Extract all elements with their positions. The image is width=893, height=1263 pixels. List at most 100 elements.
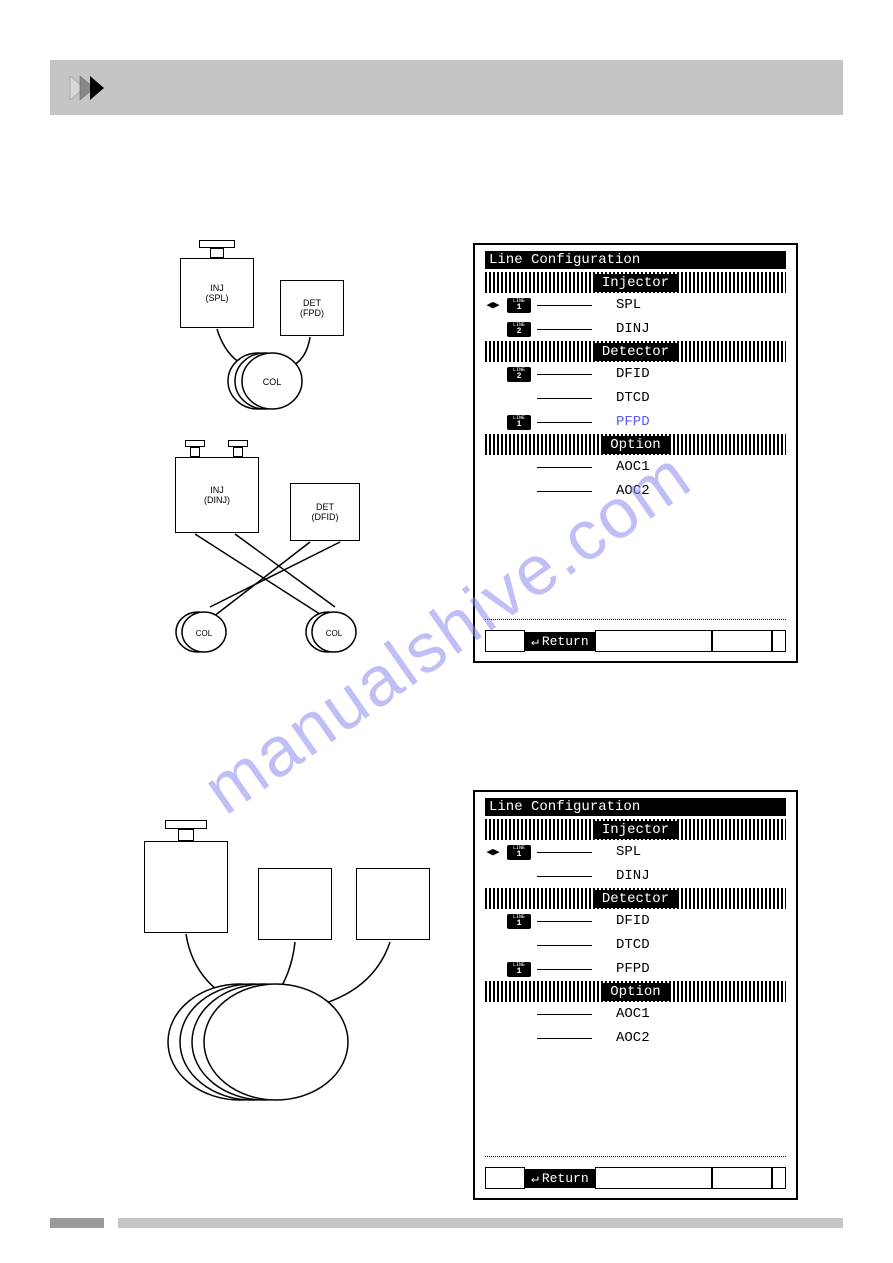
box-det-2 xyxy=(356,868,430,940)
item-underline xyxy=(537,374,592,375)
col-coils-bottom: COL COL xyxy=(170,532,390,672)
col-label: COL xyxy=(263,377,282,387)
return-button[interactable]: ↵ Return xyxy=(525,1169,595,1188)
section-label: Option xyxy=(602,983,668,1001)
line-badge-icon: LINE1 xyxy=(507,298,531,313)
badge-slot xyxy=(507,1007,531,1022)
panel-line-config-1: Line Configuration Injector◀▶LINE1SPLLIN… xyxy=(473,243,798,663)
panel-footer: ↵ Return xyxy=(485,630,786,652)
section-header: Detector xyxy=(485,888,786,909)
diagram-top: INJ (SPL) DET (FPD) COL INJ (DINJ) DET (… xyxy=(130,240,420,690)
item-underline xyxy=(537,491,592,492)
line-badge-icon: LINE1 xyxy=(507,845,531,860)
badge-slot xyxy=(507,460,531,475)
item-underline xyxy=(537,329,592,330)
section-label: Injector xyxy=(594,821,677,839)
config-item[interactable]: LINE2DFID xyxy=(485,362,786,386)
item-underline xyxy=(537,852,592,853)
item-label: DTCD xyxy=(616,390,650,406)
panel-body: Injector ◀▶ LINE1 SPL DINJ Detector LINE1 DFID D… xyxy=(485,819,786,1050)
item-label: DINJ xyxy=(616,321,650,337)
label: (SPL) xyxy=(205,293,228,303)
item-underline xyxy=(537,1038,592,1039)
section-label: Detector xyxy=(594,890,677,908)
item-label: PFPD xyxy=(616,414,650,430)
label: (DINJ) xyxy=(204,495,230,505)
item-label: DINJ xyxy=(616,868,650,884)
badge-slot xyxy=(507,869,531,884)
item-label: AOC2 xyxy=(616,1030,650,1046)
config-item[interactable]: ◀▶LINE1SPL xyxy=(485,293,786,317)
config-item[interactable]: AOC2 xyxy=(485,1026,786,1050)
panel-line-config-2: Line Configuration Injector ◀▶ LINE1 SPL DIN… xyxy=(473,790,798,1200)
badge-slot xyxy=(507,938,531,953)
box-inj-dinj: INJ (DINJ) xyxy=(175,457,259,533)
config-item[interactable]: DTCD xyxy=(485,386,786,410)
box-inj-spl: INJ (SPL) xyxy=(180,258,254,328)
config-item[interactable]: AOC1 xyxy=(485,455,786,479)
header-bar xyxy=(50,60,843,115)
section-header: Injector xyxy=(485,819,786,840)
config-item[interactable]: LINE2 DINJ xyxy=(485,317,786,341)
section-label: Injector xyxy=(594,274,677,292)
label: (FPD) xyxy=(300,308,324,318)
chevron-icon xyxy=(68,72,118,104)
item-label: SPL xyxy=(616,844,641,860)
section-header: Option xyxy=(485,434,786,455)
section-label: Detector xyxy=(594,343,677,361)
return-button[interactable]: ↵ Return xyxy=(525,632,595,651)
section-header: Injector xyxy=(485,272,786,293)
config-item[interactable]: LINE1 PFPD xyxy=(485,410,786,434)
item-underline xyxy=(537,398,592,399)
panel-body: Injector◀▶LINE1SPLLINE2DINJDetectorLINE2… xyxy=(485,272,786,503)
config-item[interactable]: AOC2 xyxy=(485,479,786,503)
config-item[interactable]: AOC1 xyxy=(485,1002,786,1026)
return-label: Return xyxy=(542,1171,589,1186)
line-badge-icon: LINE1 xyxy=(507,415,531,430)
label: (DFID) xyxy=(312,512,339,522)
panel-title: Line Configuration xyxy=(485,798,786,816)
svg-text:COL: COL xyxy=(326,629,343,638)
item-underline xyxy=(537,1014,592,1015)
col-coil-top: COL xyxy=(210,326,330,416)
item-underline xyxy=(537,422,592,423)
line-badge-icon: LINE1 xyxy=(507,914,531,929)
item-label: PFPD xyxy=(616,961,650,977)
config-item[interactable]: LINE1 PFPD xyxy=(485,957,786,981)
item-label: DFID xyxy=(616,913,650,929)
page-footer-bar xyxy=(118,1218,843,1228)
badge-slot xyxy=(507,1031,531,1046)
label: DET xyxy=(316,502,334,512)
label: INJ xyxy=(210,485,224,495)
item-label: DTCD xyxy=(616,937,650,953)
panel-divider xyxy=(485,1156,786,1157)
config-item[interactable]: ◀▶ LINE1 SPL xyxy=(485,840,786,864)
line-badge-icon: LINE2 xyxy=(507,322,531,337)
config-item[interactable]: LINE1 DFID xyxy=(485,909,786,933)
arrow-indicator-icon: ◀▶ xyxy=(485,845,501,859)
section-header: Option xyxy=(485,981,786,1002)
svg-text:COL: COL xyxy=(196,629,213,638)
return-icon: ↵ xyxy=(531,1171,539,1186)
diagram-bottom xyxy=(130,820,430,1120)
label: DET xyxy=(303,298,321,308)
label: INJ xyxy=(210,283,224,293)
item-underline xyxy=(537,467,592,468)
line-badge-icon: LINE2 xyxy=(507,367,531,382)
item-label: SPL xyxy=(616,297,641,313)
item-underline xyxy=(537,969,592,970)
box-det-1 xyxy=(258,868,332,940)
item-underline xyxy=(537,876,592,877)
return-label: Return xyxy=(542,634,589,649)
item-underline xyxy=(537,305,592,306)
badge-slot xyxy=(507,391,531,406)
item-underline xyxy=(537,945,592,946)
config-item[interactable]: DTCD xyxy=(485,933,786,957)
page-footer-accent xyxy=(50,1218,104,1228)
item-label: AOC1 xyxy=(616,459,650,475)
item-label: AOC1 xyxy=(616,1006,650,1022)
config-item[interactable]: DINJ xyxy=(485,864,786,888)
panel-footer: ↵ Return xyxy=(485,1167,786,1189)
panel-title: Line Configuration xyxy=(485,251,786,269)
line-badge-icon: LINE1 xyxy=(507,962,531,977)
